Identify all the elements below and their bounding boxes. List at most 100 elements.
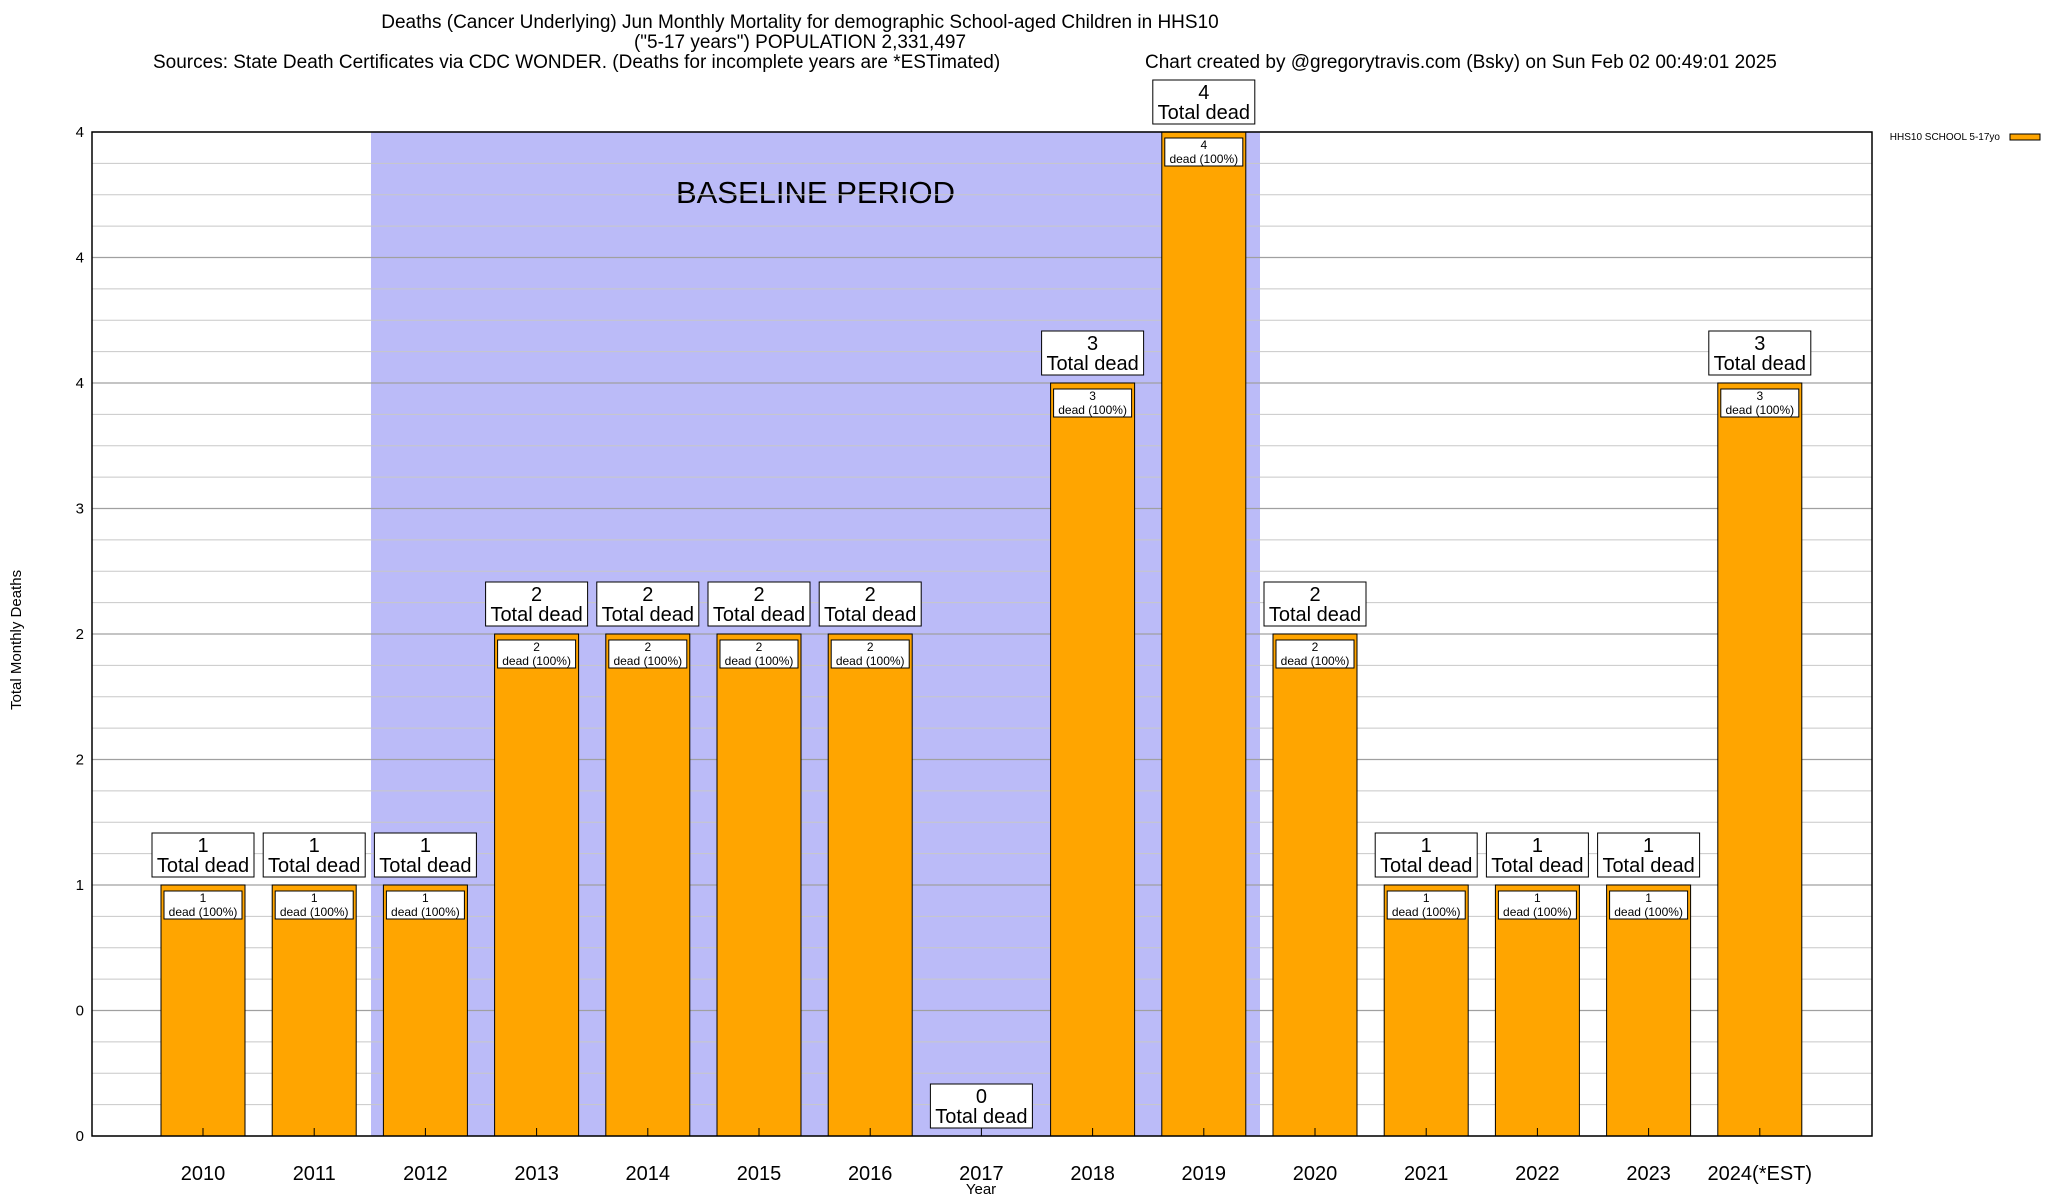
bar-value-label: 1	[422, 891, 429, 905]
total-label-box	[1374, 832, 1478, 878]
total-value-label: 0	[976, 1086, 987, 1108]
x-axis-label: Year	[965, 1181, 997, 1198]
x-tick-label: 2019	[1182, 1163, 1227, 1185]
bar-value-label: 2	[867, 640, 874, 654]
bar	[382, 884, 468, 1137]
total-text-label: Total dead	[1046, 353, 1138, 375]
bar-percent-label: dead (100%)	[725, 654, 794, 668]
bar-percent-label: dead (100%)	[280, 905, 349, 919]
bar	[271, 884, 357, 1137]
bar-value-label: 4	[1200, 138, 1207, 152]
bar-value-label: 1	[200, 891, 207, 905]
bar-percent-label: dead (100%)	[1614, 905, 1683, 919]
legend-label: HHS10 SCHOOL 5-17yo	[1890, 132, 2001, 143]
bar-value-label: 3	[1089, 389, 1096, 403]
x-tick-label: 2011	[293, 1163, 336, 1185]
total-text-label: Total dead	[1491, 855, 1583, 877]
bar	[1606, 884, 1692, 1137]
bar-value-label: 2	[756, 640, 763, 654]
bar-value-label: 1	[1534, 891, 1541, 905]
total-label-box	[596, 581, 700, 627]
total-text-label: Total dead	[1269, 604, 1361, 626]
legend-swatch	[2009, 133, 2041, 141]
bar-percent-label: dead (100%)	[391, 905, 460, 919]
y-tick-label: 4	[76, 250, 84, 267]
total-text-label: Total dead	[1714, 353, 1806, 375]
x-tick-label: 2012	[403, 1163, 448, 1185]
total-label-box	[707, 581, 811, 627]
bar	[1050, 382, 1136, 1137]
total-label-box	[373, 832, 477, 878]
total-value-label: 4	[1198, 82, 1209, 104]
total-value-label: 1	[1532, 835, 1543, 857]
chart-title-line2: ("5-17 years") POPULATION 2,331,497	[633, 32, 967, 53]
y-tick-label: 1	[76, 877, 84, 894]
bar	[827, 633, 913, 1137]
total-text-label: Total dead	[935, 1106, 1027, 1128]
total-value-label: 1	[1421, 835, 1432, 857]
bar-label-box	[1164, 137, 1244, 167]
total-text-label: Total dead	[1158, 102, 1250, 124]
x-tick-label: 2023	[1626, 1163, 1671, 1185]
bar-label-box	[1609, 890, 1689, 920]
bar	[1494, 884, 1580, 1137]
total-text-label: Total dead	[1380, 855, 1472, 877]
y-tick-label: 4	[76, 124, 84, 141]
y-axis-label: Total Monthly Deaths	[8, 569, 25, 710]
bar-value-label: 2	[644, 640, 651, 654]
total-label-box	[1263, 581, 1367, 627]
bar	[605, 633, 691, 1137]
total-text-label: Total dead	[268, 855, 360, 877]
total-text-label: Total dead	[602, 604, 694, 626]
bar-value-label: 1	[311, 891, 318, 905]
total-text-label: Total dead	[157, 855, 249, 877]
chart-sources: Sources: State Death Certificates via CD…	[153, 52, 1001, 73]
bar-percent-label: dead (100%)	[169, 905, 238, 919]
bar-label-box	[497, 639, 577, 669]
bar-percent-label: dead (100%)	[1281, 654, 1350, 668]
total-value-label: 2	[1309, 584, 1320, 606]
total-label-box	[1485, 832, 1589, 878]
x-tick-label: 2021	[1404, 1163, 1449, 1185]
bar-label-box	[830, 639, 910, 669]
total-value-label: 2	[753, 584, 764, 606]
total-value-label: 1	[197, 835, 208, 857]
bar-label-box	[385, 890, 465, 920]
bar	[1161, 131, 1247, 1137]
bar-percent-label: dead (100%)	[613, 654, 682, 668]
total-label-box	[262, 832, 366, 878]
total-value-label: 1	[1643, 835, 1654, 857]
total-value-label: 2	[531, 584, 542, 606]
total-label-box	[1708, 330, 1812, 376]
bar-value-label: 2	[1312, 640, 1319, 654]
bar-value-label: 2	[533, 640, 540, 654]
bar-value-label: 1	[1645, 891, 1652, 905]
bar-percent-label: dead (100%)	[1503, 905, 1572, 919]
y-tick-label: 2	[76, 752, 84, 769]
total-text-label: Total dead	[379, 855, 471, 877]
bar-label-box	[719, 639, 799, 669]
y-tick-label: 2	[76, 626, 84, 643]
x-tick-label: 2020	[1293, 1163, 1338, 1185]
bar-label-box	[1386, 890, 1466, 920]
x-tick-label: 2024(*EST)	[1708, 1163, 1813, 1185]
bar-percent-label: dead (100%)	[1058, 403, 1127, 417]
bar	[1717, 382, 1803, 1137]
x-tick-label: 2015	[737, 1163, 782, 1185]
x-tick-label: 2010	[181, 1163, 226, 1185]
bar-label-box	[163, 890, 243, 920]
bar	[494, 633, 580, 1137]
plot-frame	[91, 131, 1873, 1137]
bar	[716, 633, 802, 1137]
baseline-period-label: BASELINE PERIOD	[676, 175, 955, 210]
y-tick-label: 0	[76, 1003, 84, 1020]
chart-title-line1: Deaths (Cancer Underlying) Jun Monthly M…	[381, 12, 1219, 33]
bar-percent-label: dead (100%)	[836, 654, 905, 668]
bar	[160, 884, 246, 1137]
x-tick-label: 2022	[1515, 1163, 1560, 1185]
total-value-label: 3	[1087, 333, 1098, 355]
bar-value-label: 3	[1756, 389, 1763, 403]
total-text-label: Total dead	[824, 604, 916, 626]
bar	[1272, 633, 1358, 1137]
